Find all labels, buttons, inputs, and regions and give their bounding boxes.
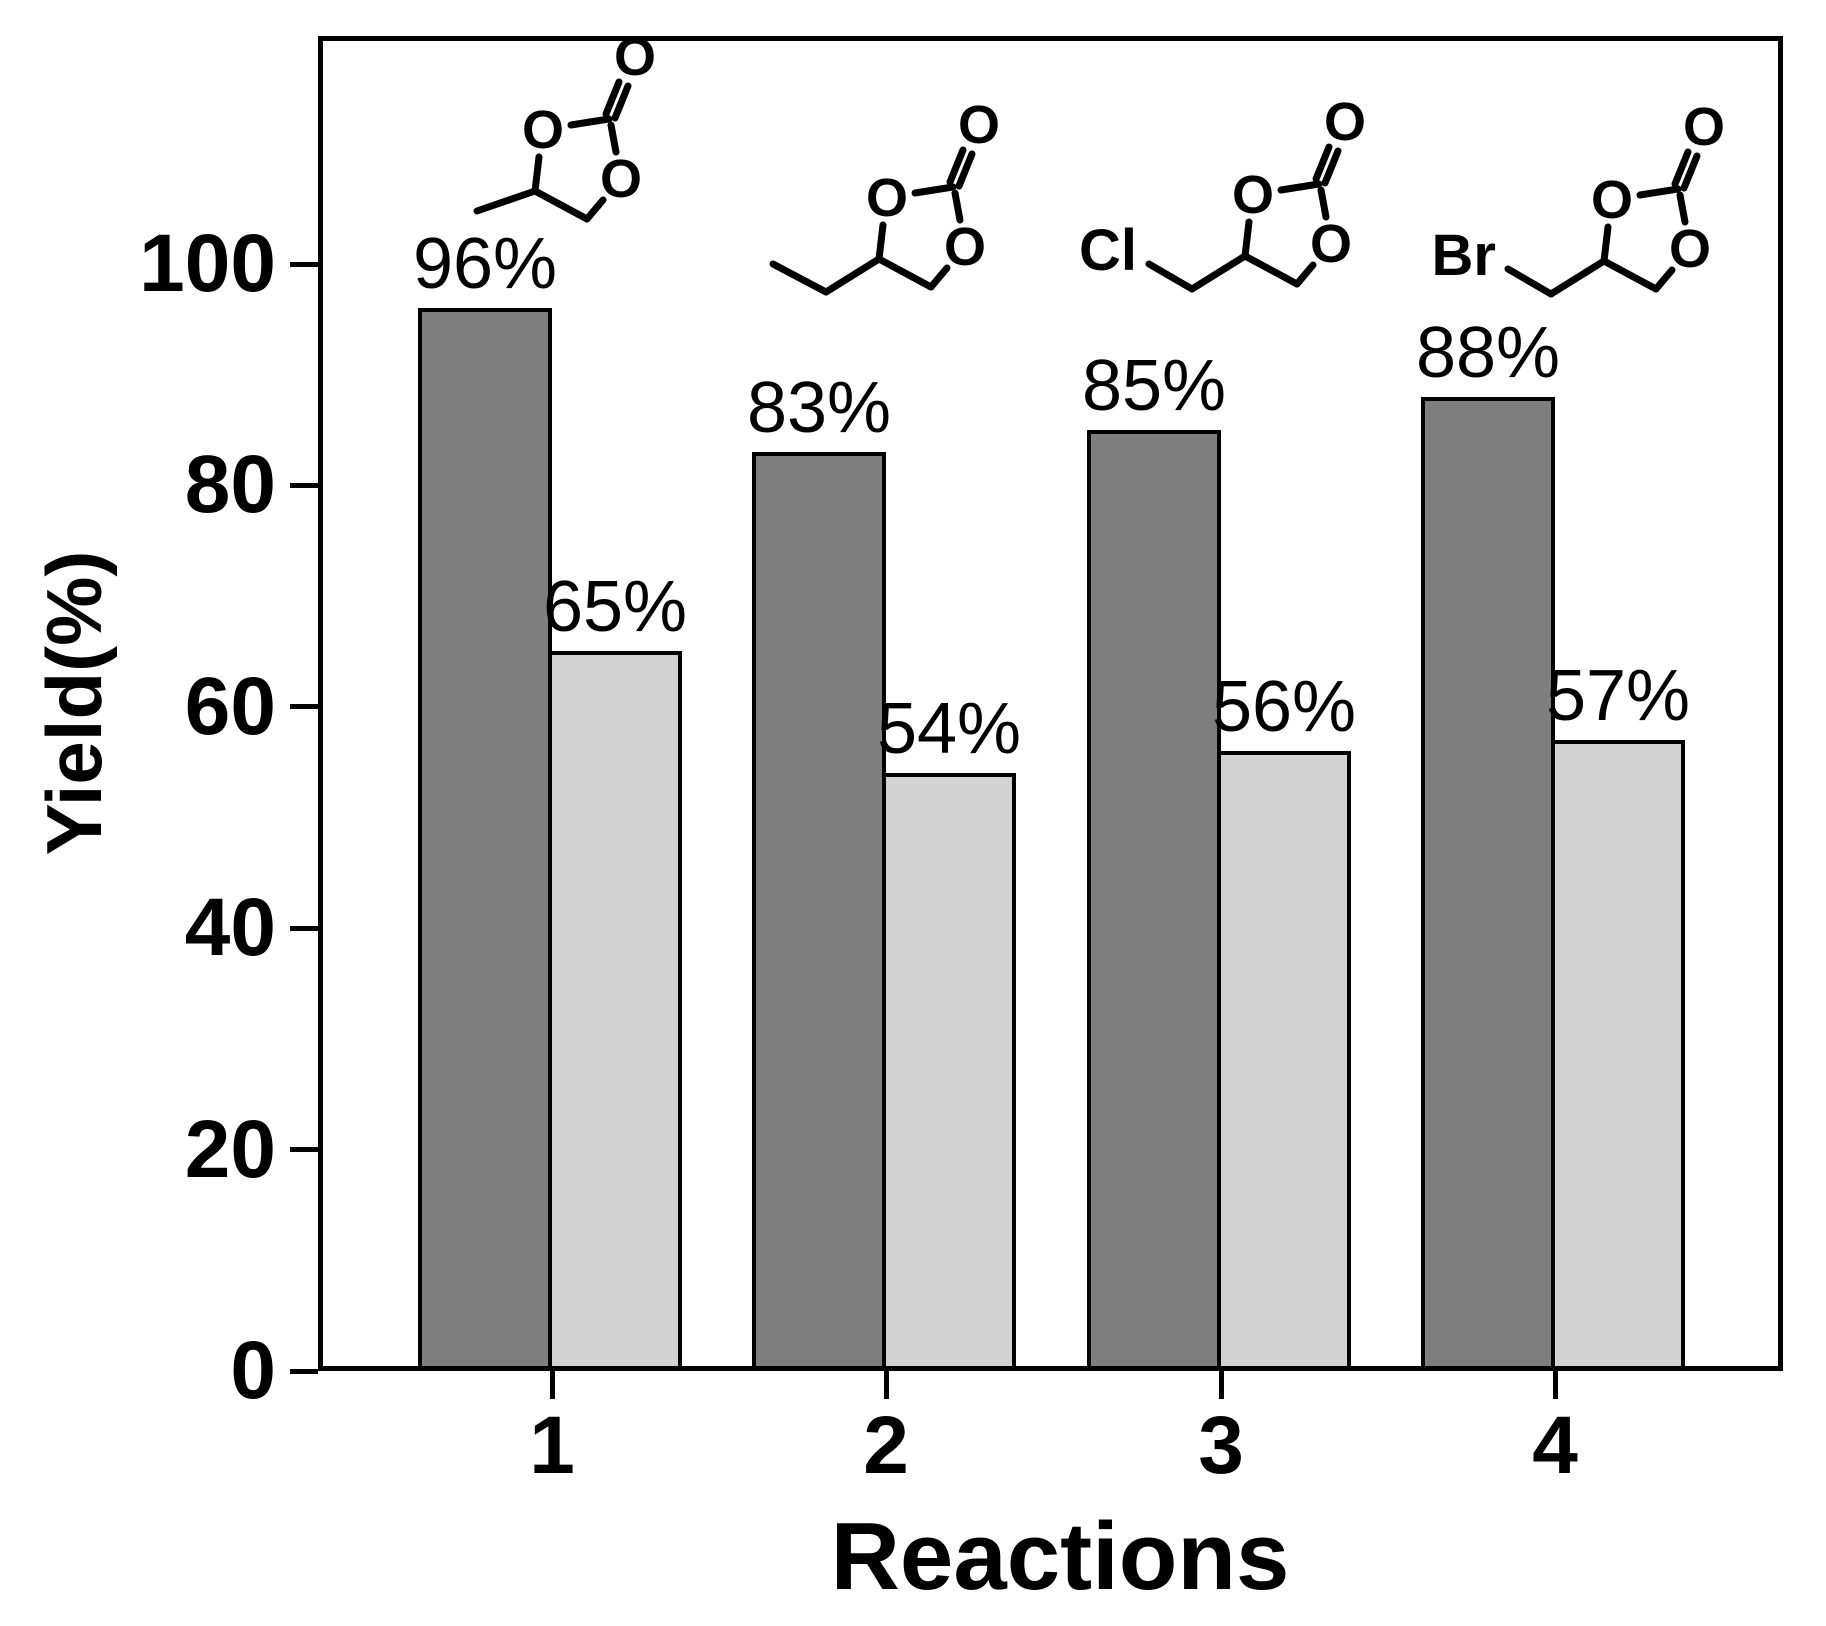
bar-second-yield-light-gray-group3: [1217, 751, 1351, 1371]
bond-line: [607, 121, 620, 156]
bond-line: [1676, 191, 1689, 226]
y-tick-label: 40: [184, 882, 276, 974]
oxygen-atom-label: O: [1232, 165, 1274, 225]
bond-line: [955, 150, 976, 190]
oxygen-atom-label: O: [1683, 97, 1725, 157]
x-tick-label: 3: [1198, 1400, 1244, 1491]
bond-line: [1636, 185, 1682, 199]
y-axis-tick: [290, 261, 318, 267]
bar-first-yield-dark-gray-group3: [1087, 430, 1221, 1371]
x-axis-tick: [549, 1371, 555, 1399]
y-tick-label: 0: [230, 1325, 276, 1416]
bond-line: [1600, 257, 1660, 293]
bond-line: [531, 153, 543, 195]
bond-line: [1321, 147, 1342, 187]
y-axis-tick: [290, 704, 318, 710]
bar-first-yield-dark-gray-group2: [752, 452, 886, 1371]
bar-value-label: 88%: [1415, 312, 1561, 393]
x-tick-label: 1: [529, 1400, 575, 1491]
bond-line: [1241, 252, 1301, 288]
bond-line: [1145, 260, 1196, 293]
bond-line: [875, 255, 935, 291]
bar-first-yield-dark-gray-group1: [418, 308, 552, 1371]
bond-line: [611, 82, 632, 122]
bond-line: [1317, 186, 1330, 221]
halogen-atom-label: Cl: [1079, 218, 1137, 283]
bond-line: [1600, 223, 1612, 265]
bond-line: [1652, 266, 1676, 293]
bond-line: [946, 146, 967, 186]
bond-line: [602, 78, 623, 118]
bond-line: [1671, 148, 1692, 188]
bond-line: [1504, 265, 1555, 298]
bond-line: [583, 196, 607, 223]
y-tick-label: 80: [184, 439, 276, 531]
bond-line: [1188, 252, 1249, 293]
bond-line: [1277, 180, 1323, 194]
y-axis-tick: [290, 1147, 318, 1153]
y-axis-tick: [290, 482, 318, 488]
oxygen-atom-label: O: [1324, 92, 1366, 152]
bar-first-yield-dark-gray-group4: [1421, 396, 1555, 1371]
x-tick-label: 2: [863, 1400, 909, 1491]
oxygen-atom-label: O: [944, 217, 986, 277]
bar-value-label: 83%: [746, 368, 892, 449]
x-tick-label: 4: [1532, 1400, 1578, 1491]
bond-line: [951, 189, 964, 224]
oxygen-atom-label: O: [614, 27, 656, 87]
bar-second-yield-light-gray-group2: [882, 773, 1016, 1371]
bar-value-label: 56%: [1211, 667, 1357, 748]
bond-line: [567, 115, 613, 129]
bond-line: [875, 221, 887, 263]
bond-line: [473, 187, 539, 215]
halogen-atom-label: Br: [1432, 223, 1496, 288]
bond-line: [531, 187, 591, 223]
bond-line: [1547, 257, 1608, 298]
y-tick-label: 20: [184, 1103, 276, 1195]
x-axis-tick: [1218, 1371, 1224, 1399]
bar-value-label: 65%: [542, 567, 688, 648]
oxygen-atom-label: O: [1669, 219, 1711, 279]
molecule-structure-butylene-carbonate: OOO: [769, 95, 1000, 296]
oxygen-atom-label: O: [958, 95, 1000, 155]
bar-value-label: 85%: [1081, 346, 1227, 427]
y-axis-tick: [290, 925, 318, 931]
bond-line: [1241, 218, 1253, 260]
oxygen-atom-label: O: [600, 149, 642, 209]
bar-value-label: 96%: [412, 224, 558, 305]
oxygen-atom-label: O: [1310, 214, 1352, 274]
oxygen-atom-label: O: [866, 168, 908, 228]
y-tick-label: 60: [184, 660, 276, 752]
x-axis-tick: [883, 1371, 889, 1399]
oxygen-atom-label: O: [522, 100, 564, 160]
bar-value-label: 57%: [1545, 656, 1691, 736]
y-tick-label: 100: [139, 218, 276, 309]
y-axis-tick: [290, 1368, 318, 1374]
bond-line: [927, 264, 951, 291]
bar-second-yield-light-gray-group4: [1551, 740, 1685, 1371]
bond-line: [1312, 143, 1333, 183]
bond-line: [822, 255, 883, 296]
bond-line: [911, 183, 957, 197]
bar-value-label: 54%: [876, 689, 1022, 770]
oxygen-atom-label: O: [1591, 170, 1633, 230]
x-axis-tick: [1552, 1371, 1558, 1399]
bond-line: [1293, 261, 1317, 288]
bond-line: [769, 260, 830, 296]
bar-second-yield-light-gray-group1: [548, 651, 682, 1371]
bond-line: [1680, 152, 1701, 192]
x-axis-title: Reactions: [830, 1503, 1290, 1610]
